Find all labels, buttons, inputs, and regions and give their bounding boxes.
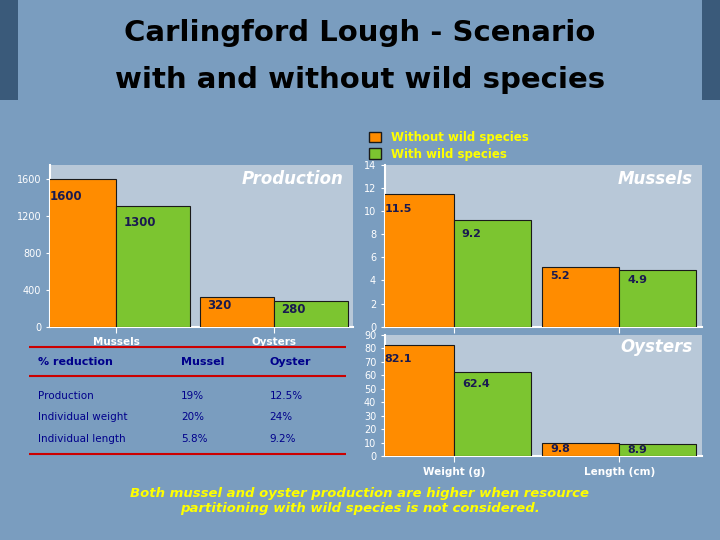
- Bar: [542, 443, 619, 456]
- Text: 82.1: 82.1: [384, 354, 412, 364]
- Text: 9.2%: 9.2%: [269, 434, 296, 444]
- Text: 9.8: 9.8: [550, 444, 570, 454]
- Text: 62.4: 62.4: [462, 379, 490, 389]
- Text: with and without wild species: with and without wild species: [115, 66, 605, 94]
- Bar: [454, 372, 531, 456]
- Text: 9.2: 9.2: [462, 229, 482, 239]
- Bar: [542, 267, 619, 327]
- Bar: [377, 346, 454, 456]
- Text: 1300: 1300: [124, 216, 156, 229]
- Text: 12.5%: 12.5%: [269, 390, 302, 401]
- Text: 20%: 20%: [181, 413, 204, 422]
- Bar: [42, 179, 116, 327]
- Text: 1600: 1600: [50, 191, 83, 204]
- Bar: [0, 0, 18, 100]
- Bar: [200, 297, 274, 327]
- Text: 8.9: 8.9: [627, 446, 647, 455]
- Text: Mussel: Mussel: [181, 356, 224, 367]
- Text: 11.5: 11.5: [384, 204, 412, 214]
- Text: % reduction: % reduction: [38, 356, 113, 367]
- Text: Individual length: Individual length: [38, 434, 126, 444]
- Text: 19%: 19%: [181, 390, 204, 401]
- Text: Oysters: Oysters: [620, 339, 693, 356]
- Text: 5.8%: 5.8%: [181, 434, 207, 444]
- Text: 280: 280: [282, 303, 306, 316]
- Text: Mussels: Mussels: [618, 170, 693, 187]
- Bar: [116, 206, 190, 327]
- Text: Production: Production: [242, 170, 343, 187]
- Bar: [274, 301, 348, 327]
- Bar: [619, 444, 696, 456]
- Legend: Without wild species, With wild species: Without wild species, With wild species: [366, 127, 532, 164]
- Bar: [702, 0, 720, 100]
- Text: Individual weight: Individual weight: [38, 413, 128, 422]
- Bar: [377, 194, 454, 327]
- Text: Both mussel and oyster production are higher when resource
partitioning with wil: Both mussel and oyster production are hi…: [130, 487, 590, 515]
- Text: 320: 320: [207, 300, 232, 313]
- Text: Carlingford Lough - Scenario: Carlingford Lough - Scenario: [125, 19, 595, 47]
- Text: 4.9: 4.9: [627, 274, 647, 285]
- Text: 24%: 24%: [269, 413, 293, 422]
- Text: Production: Production: [38, 390, 94, 401]
- Text: 5.2: 5.2: [550, 271, 570, 281]
- Text: Oyster: Oyster: [269, 356, 311, 367]
- Bar: [454, 220, 531, 327]
- Bar: [619, 270, 696, 327]
